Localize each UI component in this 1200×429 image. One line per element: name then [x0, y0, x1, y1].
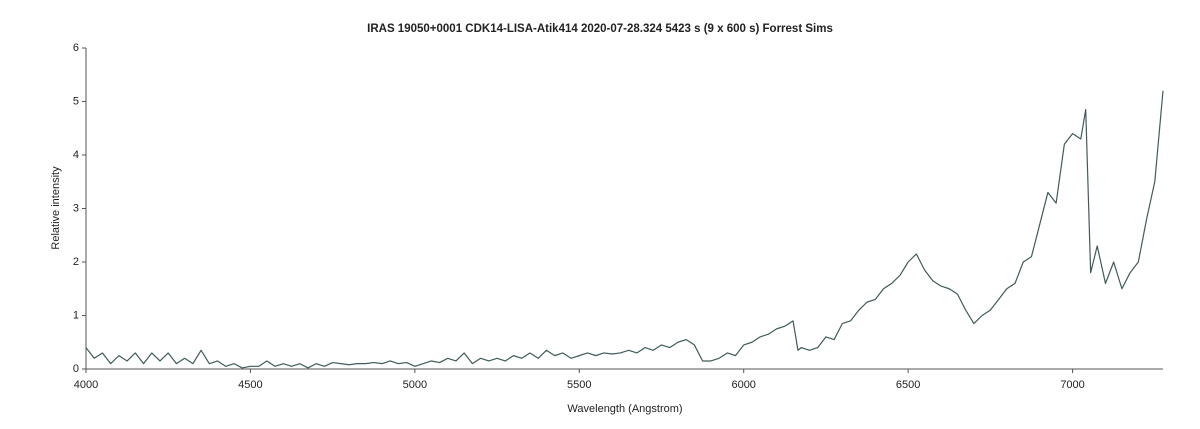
y-tick-label: 3 — [73, 202, 79, 214]
y-tick-label: 6 — [73, 42, 79, 54]
x-tick-label: 6500 — [896, 379, 920, 391]
y-tick-label: 4 — [73, 149, 79, 161]
x-tick-label: 7000 — [1060, 379, 1084, 391]
y-tick-label: 2 — [73, 256, 79, 268]
spectrum-line — [85, 90, 1164, 369]
x-tick-label: 5500 — [567, 379, 591, 391]
x-tick-label: 4500 — [238, 379, 262, 391]
x-tick-label: 5000 — [403, 379, 427, 391]
x-tick-label: 4000 — [74, 379, 98, 391]
y-tick-label: 1 — [73, 309, 79, 321]
x-tick-label: 6000 — [731, 379, 755, 391]
x-axis-label: Wavelength (Angstrom) — [567, 403, 682, 415]
y-tick-label: 0 — [73, 363, 79, 375]
y-tick-label: 5 — [73, 95, 79, 107]
y-axis-label: Relative intensity — [50, 166, 62, 250]
chart-title: IRAS 19050+0001 CDK14-LISA-Atik414 2020-… — [367, 23, 833, 35]
